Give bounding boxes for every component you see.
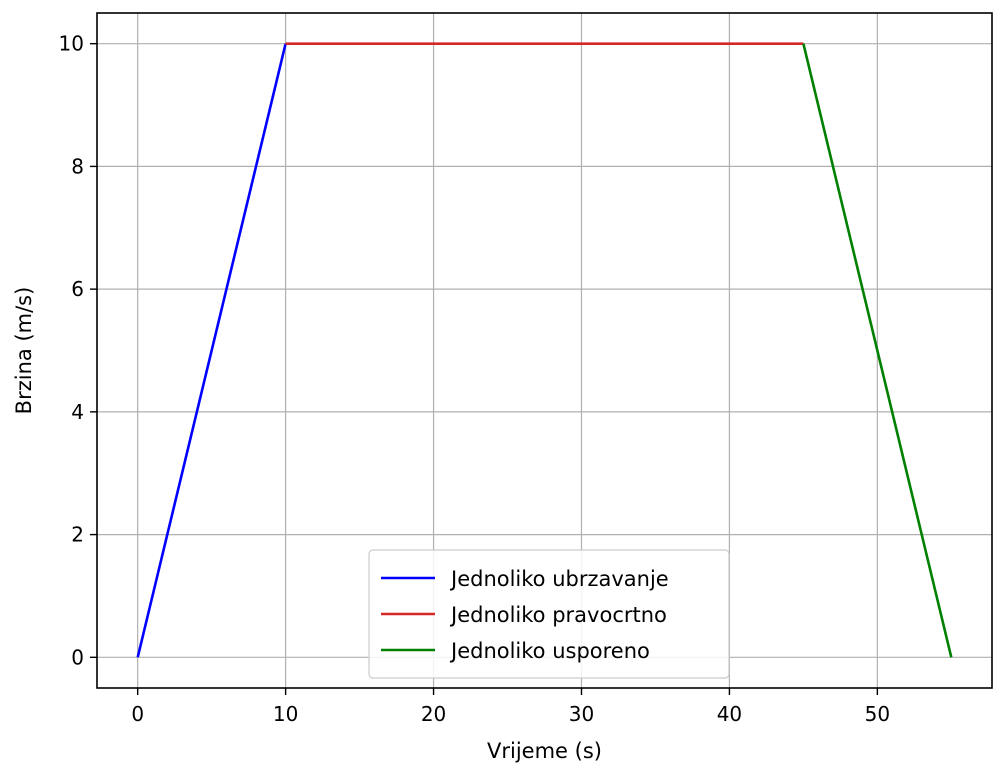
axis-ticks: 0 10 20 30 40 50 0 2 4 6 8 10 <box>59 32 891 726</box>
series-line-3 <box>802 43 953 658</box>
x-tick-label: 40 <box>717 702 742 726</box>
y-tick-label: 4 <box>71 400 84 424</box>
y-tick-label: 10 <box>59 32 84 56</box>
x-tick-label: 20 <box>421 702 446 726</box>
grid-lines <box>97 13 992 688</box>
series-line-1 <box>136 43 287 658</box>
series-lines <box>136 42 953 658</box>
x-tick-label: 50 <box>865 702 890 726</box>
legend: Jednoliko ubrzavanje Jednoliko pravocrtno… <box>368 549 730 679</box>
x-tick-label: 0 <box>131 702 144 726</box>
x-axis-label: Vrijeme (s) <box>487 739 602 763</box>
x-tick-label: 10 <box>273 702 298 726</box>
y-tick-label: 2 <box>71 523 84 547</box>
y-tick-label: 6 <box>71 277 84 301</box>
legend-entry-label: Jednoliko pravocrtno <box>449 603 667 627</box>
plot-frame <box>96 12 993 689</box>
y-tick-label: 0 <box>71 645 84 669</box>
legend-entry-label: Jednoliko usporeno <box>449 639 650 663</box>
y-axis-label: Brzina (m/s) <box>12 287 36 415</box>
y-tick-label: 8 <box>71 154 84 178</box>
legend-entry-label: Jednoliko ubrzavanje <box>449 567 669 591</box>
legend-box <box>368 549 730 679</box>
x-tick-label: 30 <box>569 702 594 726</box>
